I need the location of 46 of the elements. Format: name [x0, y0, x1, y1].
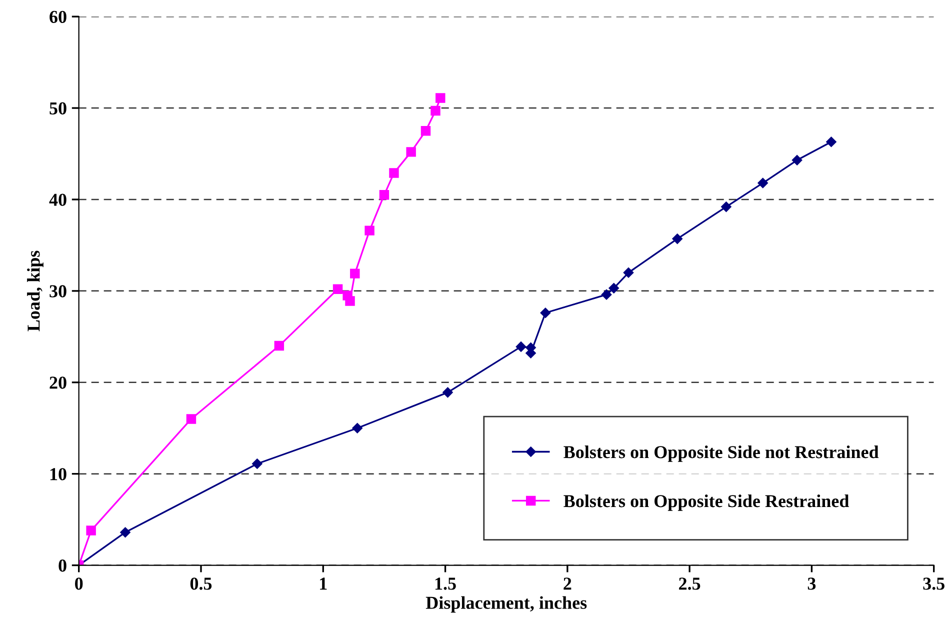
point: [186, 414, 196, 424]
point: [601, 289, 612, 300]
x-axis-title: Displacement, inches: [426, 596, 587, 613]
point: [379, 190, 390, 200]
y-tick-label: 10: [50, 468, 66, 480]
point: [430, 106, 440, 116]
point: [758, 178, 768, 188]
x-tick-label: 1: [320, 578, 327, 590]
y-tick-label: 60: [50, 10, 66, 24]
point: [345, 296, 355, 306]
x-tick-label: 0.5: [190, 578, 212, 590]
y-tick-label: 50: [50, 102, 66, 114]
y-axis-title: Load, kips: [27, 250, 44, 332]
x-tick-label: 1.5: [435, 578, 456, 590]
y-tick-label: 20: [50, 376, 66, 389]
x-tick-label: 0: [75, 578, 83, 590]
point: [352, 422, 362, 434]
point: [332, 284, 343, 294]
y-tick-label: 30: [50, 285, 66, 298]
point: [120, 527, 130, 538]
point: [436, 93, 446, 103]
point: [608, 283, 619, 294]
point: [86, 526, 96, 536]
x-tick-label: 2: [564, 578, 572, 590]
point: [350, 268, 360, 278]
x-tick-label: 3.5: [923, 578, 944, 590]
point: [672, 234, 682, 244]
point: [792, 155, 802, 166]
x-tick-label: 3: [808, 578, 816, 590]
legend-label: Bolsters on Opposite Side Restrained: [564, 494, 850, 511]
point: [623, 268, 634, 278]
point: [420, 126, 431, 136]
point: [442, 387, 453, 398]
point: [252, 458, 262, 469]
point: [274, 340, 284, 351]
point: [540, 308, 551, 318]
point: [516, 342, 526, 352]
legend-label: Bolsters on Opposite Side not Restrained: [564, 446, 879, 462]
y-tick-label: 40: [49, 194, 66, 206]
x-tick-label: 2.5: [679, 578, 700, 590]
y-tick-label: 0: [58, 560, 66, 572]
point: [721, 202, 732, 212]
point: [826, 136, 836, 147]
point: [406, 147, 416, 157]
point: [364, 226, 374, 236]
point: [389, 168, 399, 178]
